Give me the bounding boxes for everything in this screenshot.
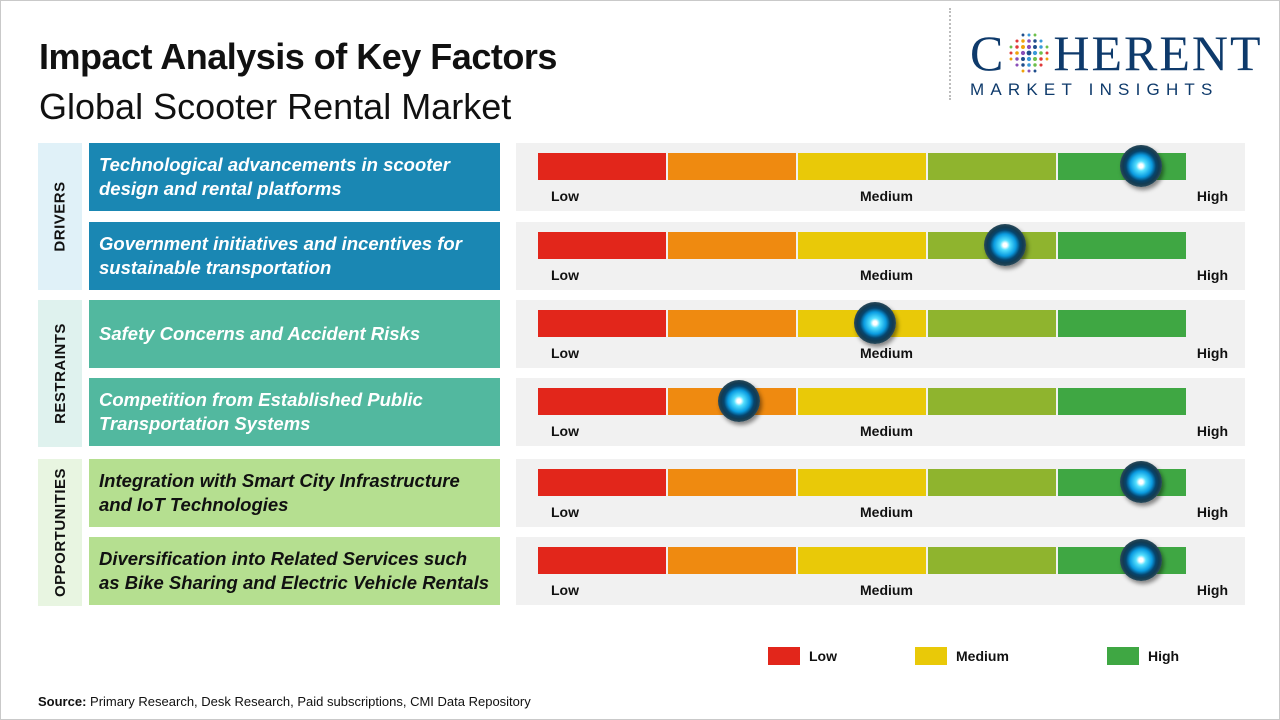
logo-subline: MARKET INSIGHTS [970,80,1219,99]
gauge-segment-4 [928,310,1056,337]
group-label-opportunities: OPPORTUNITIES [51,467,69,598]
gauge-segment-5 [1058,310,1186,337]
impact-gauge: Low Medium High [516,300,1245,368]
group-label-restraints: RESTRAINTS [51,323,69,424]
gauge-label-high: High [1196,345,1228,361]
gauge-segment-3 [798,153,926,180]
legend-item-medium: Medium [915,647,1009,665]
legend-item-high: High [1107,647,1179,665]
gauge-segment-3 [798,388,926,415]
gauge-label-high: High [1196,582,1228,598]
gauge-label-high: High [1196,267,1228,283]
logo-wordmark: C HERENT [970,28,1270,78]
gauge-label-high: High [1196,504,1228,520]
source-text: Primary Research, Desk Research, Paid su… [86,694,531,709]
company-logo: C HERENT MARKET INSIGHTS [970,28,1270,100]
gauge-segment-3 [798,469,926,496]
gauge-segment-2 [668,153,796,180]
impact-marker [853,302,896,344]
logo-text-herent: HERENT [1053,25,1263,81]
impact-gauge: Low Medium High [516,378,1245,446]
gauge-scale-bar [538,310,1186,337]
factor-label: Integration with Smart City Infrastructu… [89,459,500,527]
legend-label-medium: Medium [956,648,1009,664]
gauge-scale-bar [538,153,1186,180]
gauge-segment-1 [538,310,666,337]
impact-marker [1119,145,1162,187]
gauge-label-low: Low [551,267,579,283]
gauge-label-high: High [1196,423,1228,439]
group-restraints: RESTRAINTS [38,300,82,447]
gauge-label-low: Low [551,188,579,204]
chart-subtitle: Global Scooter Rental Market [39,86,512,127]
group-opportunities: OPPORTUNITIES [38,459,82,606]
gauge-scale-bar [538,232,1186,259]
source-label: Source: [38,694,87,709]
gauge-label-low: Low [551,345,579,361]
gauge-label-med: Medium [860,582,913,598]
impact-gauge: Low Medium High [516,537,1245,605]
source-note: Source: Primary Research, Desk Research,… [38,694,531,709]
legend-swatch-low [768,647,800,665]
logo-dot-globe-icon [1009,33,1049,73]
gauge-label-med: Medium [860,423,913,439]
legend-item-low: Low [768,647,837,665]
gauge-segment-1 [538,232,666,259]
impact-marker [1119,539,1162,581]
gauge-label-med: Medium [860,267,913,283]
gauge-label-low: Low [551,504,579,520]
gauge-segment-3 [798,232,926,259]
impact-gauge: Low Medium High [516,222,1245,290]
legend-swatch-medium [915,647,947,665]
legend-label-high: High [1148,648,1180,664]
factor-label: Government initiatives and incentives fo… [89,222,500,290]
group-label-drivers: DRIVERS [51,181,69,252]
gauge-label-med: Medium [860,504,913,520]
gauge-segment-5 [1058,388,1186,415]
gauge-label-med: Medium [860,188,913,204]
gauge-segment-1 [538,153,666,180]
impact-marker [1119,461,1162,503]
gauge-segment-4 [928,547,1056,574]
impact-marker [717,380,760,422]
gauge-segment-2 [668,232,796,259]
gauge-label-med: Medium [860,345,913,361]
gauge-segment-1 [538,469,666,496]
impact-gauge: Low Medium High [516,143,1245,211]
gauge-segment-2 [668,547,796,574]
gauge-label-high: High [1196,188,1228,204]
factor-label: Competition from Established Public Tran… [89,378,500,446]
gauge-segment-4 [928,388,1056,415]
gauge-scale-bar [538,469,1186,496]
gauge-segment-1 [538,388,666,415]
gauge-segment-4 [928,469,1056,496]
group-drivers: DRIVERS [38,143,82,290]
gauge-label-low: Low [551,582,579,598]
factor-label: Technological advancements in scooter de… [89,143,500,211]
factor-label: Diversification into Related Services su… [89,537,500,605]
impact-marker [983,224,1026,266]
legend-swatch-high [1107,647,1139,665]
legend-label-low: Low [809,648,837,664]
impact-gauge: Low Medium High [516,459,1245,527]
gauge-segment-1 [538,547,666,574]
gauge-segment-2 [668,469,796,496]
logo-text-c: C [970,25,1006,81]
factor-label: Safety Concerns and Accident Risks [89,300,500,368]
gauge-segment-3 [798,547,926,574]
gauge-scale-bar [538,388,1186,415]
chart-title: Impact Analysis of Key Factors [39,36,557,77]
gauge-label-low: Low [551,423,579,439]
gauge-scale-bar [538,547,1186,574]
gauge-segment-5 [1058,232,1186,259]
gauge-segment-2 [668,310,796,337]
gauge-segment-4 [928,153,1056,180]
header-divider [949,8,951,100]
